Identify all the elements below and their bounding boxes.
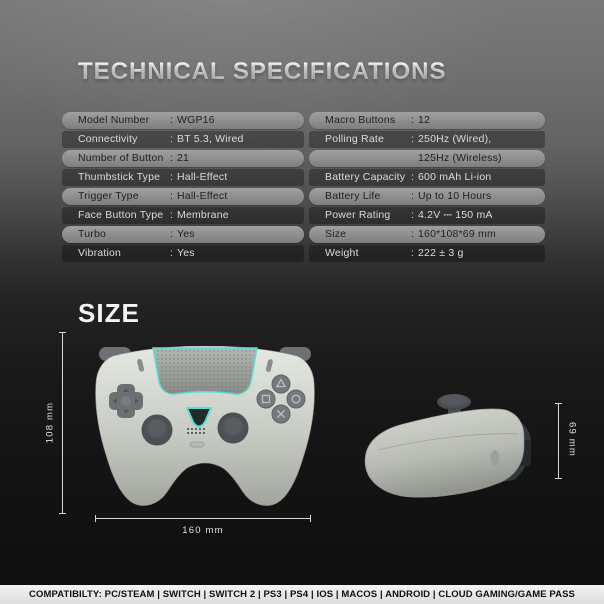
side-indent <box>490 450 500 466</box>
spec-label: Connectivity <box>78 133 138 145</box>
spec-value: 250Hz (Wired), <box>418 133 492 145</box>
spec-row: Model Number: WGP16 <box>62 112 304 129</box>
page-title: TECHNICAL SPECIFICATIONS <box>78 58 447 85</box>
spec-separator: : <box>170 247 174 259</box>
spec-label: Trigger Type <box>78 190 139 202</box>
spec-label: Macro Buttons <box>325 114 396 126</box>
spec-separator: : <box>170 133 174 145</box>
spec-value: Hall-Effect <box>177 171 228 183</box>
spec-separator: : <box>411 114 415 126</box>
spec-label: Power Rating <box>325 209 391 221</box>
spec-label: Turbo <box>78 228 107 240</box>
side-body <box>364 408 525 498</box>
spec-separator: : <box>411 228 415 240</box>
spec-value: 4.2V ⎓ 150 mA <box>418 209 493 221</box>
spec-label: Weight <box>325 247 359 259</box>
dimension-cap <box>59 332 66 333</box>
dimension-cap <box>95 515 96 522</box>
spec-value: 12 <box>418 114 431 126</box>
controller-side-image <box>364 394 532 498</box>
spec-value: BT 5.3, Wired <box>177 133 244 145</box>
dimension-cap <box>59 513 66 514</box>
spec-separator: : <box>170 209 174 221</box>
spec-separator: : <box>170 152 174 164</box>
size-heading: SIZE <box>78 298 140 328</box>
speaker-grill <box>187 428 205 434</box>
spec-value: Yes <box>177 247 195 259</box>
face-button-glyphs <box>261 378 301 418</box>
spec-separator: : <box>170 190 174 202</box>
spec-label: Number of Button <box>78 152 164 164</box>
left-stick <box>141 414 173 446</box>
spec-value: 21 <box>177 152 190 164</box>
spec-label: Size <box>325 228 347 240</box>
spec-label: Battery Life <box>325 190 381 202</box>
spec-value: 160*108*69 mm <box>418 228 496 240</box>
spec-separator: : <box>411 171 415 183</box>
spec-table-right-column: Macro Buttons:12 Polling Rate:250Hz (Wire… <box>309 112 545 262</box>
spec-value: 600 mAh Li-ion <box>418 171 492 183</box>
footer-bar: COMPATIBILTY: PC/STEAM | SWITCH | SWITCH… <box>0 585 604 604</box>
spec-value: WGP16 <box>177 114 215 126</box>
spec-label: Polling Rate <box>325 133 385 145</box>
spec-separator: : <box>170 114 174 126</box>
spec-separator: : <box>170 171 174 183</box>
spec-table-left-column: Model Number: WGP16 Connectivity: BT 5.3, W… <box>62 112 304 262</box>
spec-label: Model Number <box>78 114 150 126</box>
spec-separator: : <box>411 209 415 221</box>
dimension-label-depth: 69 mm <box>566 421 578 458</box>
spec-row: Size:160*108*69 mm <box>309 226 545 243</box>
spec-value: 222 ± 3 g <box>418 247 464 259</box>
spec-row: Power Rating:4.2V ⎓ 150 mA <box>309 207 545 224</box>
spec-label: Battery Capacity <box>325 171 406 183</box>
create-button <box>137 358 145 372</box>
touchpad-dots <box>155 350 255 393</box>
spec-row: Number of Button:21 <box>62 150 304 167</box>
options-button <box>265 359 273 372</box>
brand-logo-icon <box>185 407 213 428</box>
spec-separator: : <box>411 247 415 259</box>
dimension-label-width: 160 mm <box>182 525 224 536</box>
dimension-label-height: 108 mm <box>44 401 56 444</box>
spec-value: Yes <box>177 228 195 240</box>
side-body-crease <box>377 433 519 451</box>
spec-row: Battery Capacity:600 mAh Li-ion <box>309 169 545 186</box>
spec-row: Face Button Type: Membrane <box>62 207 304 224</box>
right-stick <box>217 412 249 444</box>
controller-body <box>95 346 315 506</box>
controller-front-image <box>95 346 315 506</box>
spec-separator: : <box>170 228 174 240</box>
spec-row: Vibration: Yes <box>62 245 304 262</box>
spec-separator: : <box>411 190 415 202</box>
spec-separator: : <box>411 133 415 145</box>
dimension-cap <box>555 403 562 404</box>
spec-row: Weight:222 ± 3 g <box>309 245 545 262</box>
dimension-cap <box>310 515 311 522</box>
spec-value: Up to 10 Hours <box>418 190 492 202</box>
spec-value: 125Hz (Wireless) <box>418 152 502 164</box>
spec-value: Membrane <box>177 209 229 221</box>
spec-row: Thumbstick Type: Hall-Effect <box>62 169 304 186</box>
home-button <box>189 441 205 448</box>
dpad <box>109 384 143 418</box>
spec-row: 125Hz (Wireless) <box>309 150 545 167</box>
dimension-line-height <box>62 332 63 514</box>
spec-row: Battery Life: Up to 10 Hours <box>309 188 545 205</box>
spec-row: Turbo: Yes <box>62 226 304 243</box>
spec-row: Connectivity: BT 5.3, Wired <box>62 131 304 148</box>
compatibility-text: COMPATIBILTY: PC/STEAM | SWITCH | SWITCH… <box>29 589 575 600</box>
dimension-line-depth <box>558 403 559 479</box>
spec-value: Hall-Effect <box>177 190 228 202</box>
spec-label: Vibration <box>78 247 122 259</box>
spec-row: Macro Buttons:12 <box>309 112 545 129</box>
dimension-line-width <box>95 518 311 519</box>
spec-row: Trigger Type: Hall-Effect <box>62 188 304 205</box>
spec-row: Polling Rate:250Hz (Wired), <box>309 131 545 148</box>
spec-label: Face Button Type <box>78 209 164 221</box>
dimension-cap <box>555 478 562 479</box>
spec-label: Thumbstick Type <box>78 171 161 183</box>
